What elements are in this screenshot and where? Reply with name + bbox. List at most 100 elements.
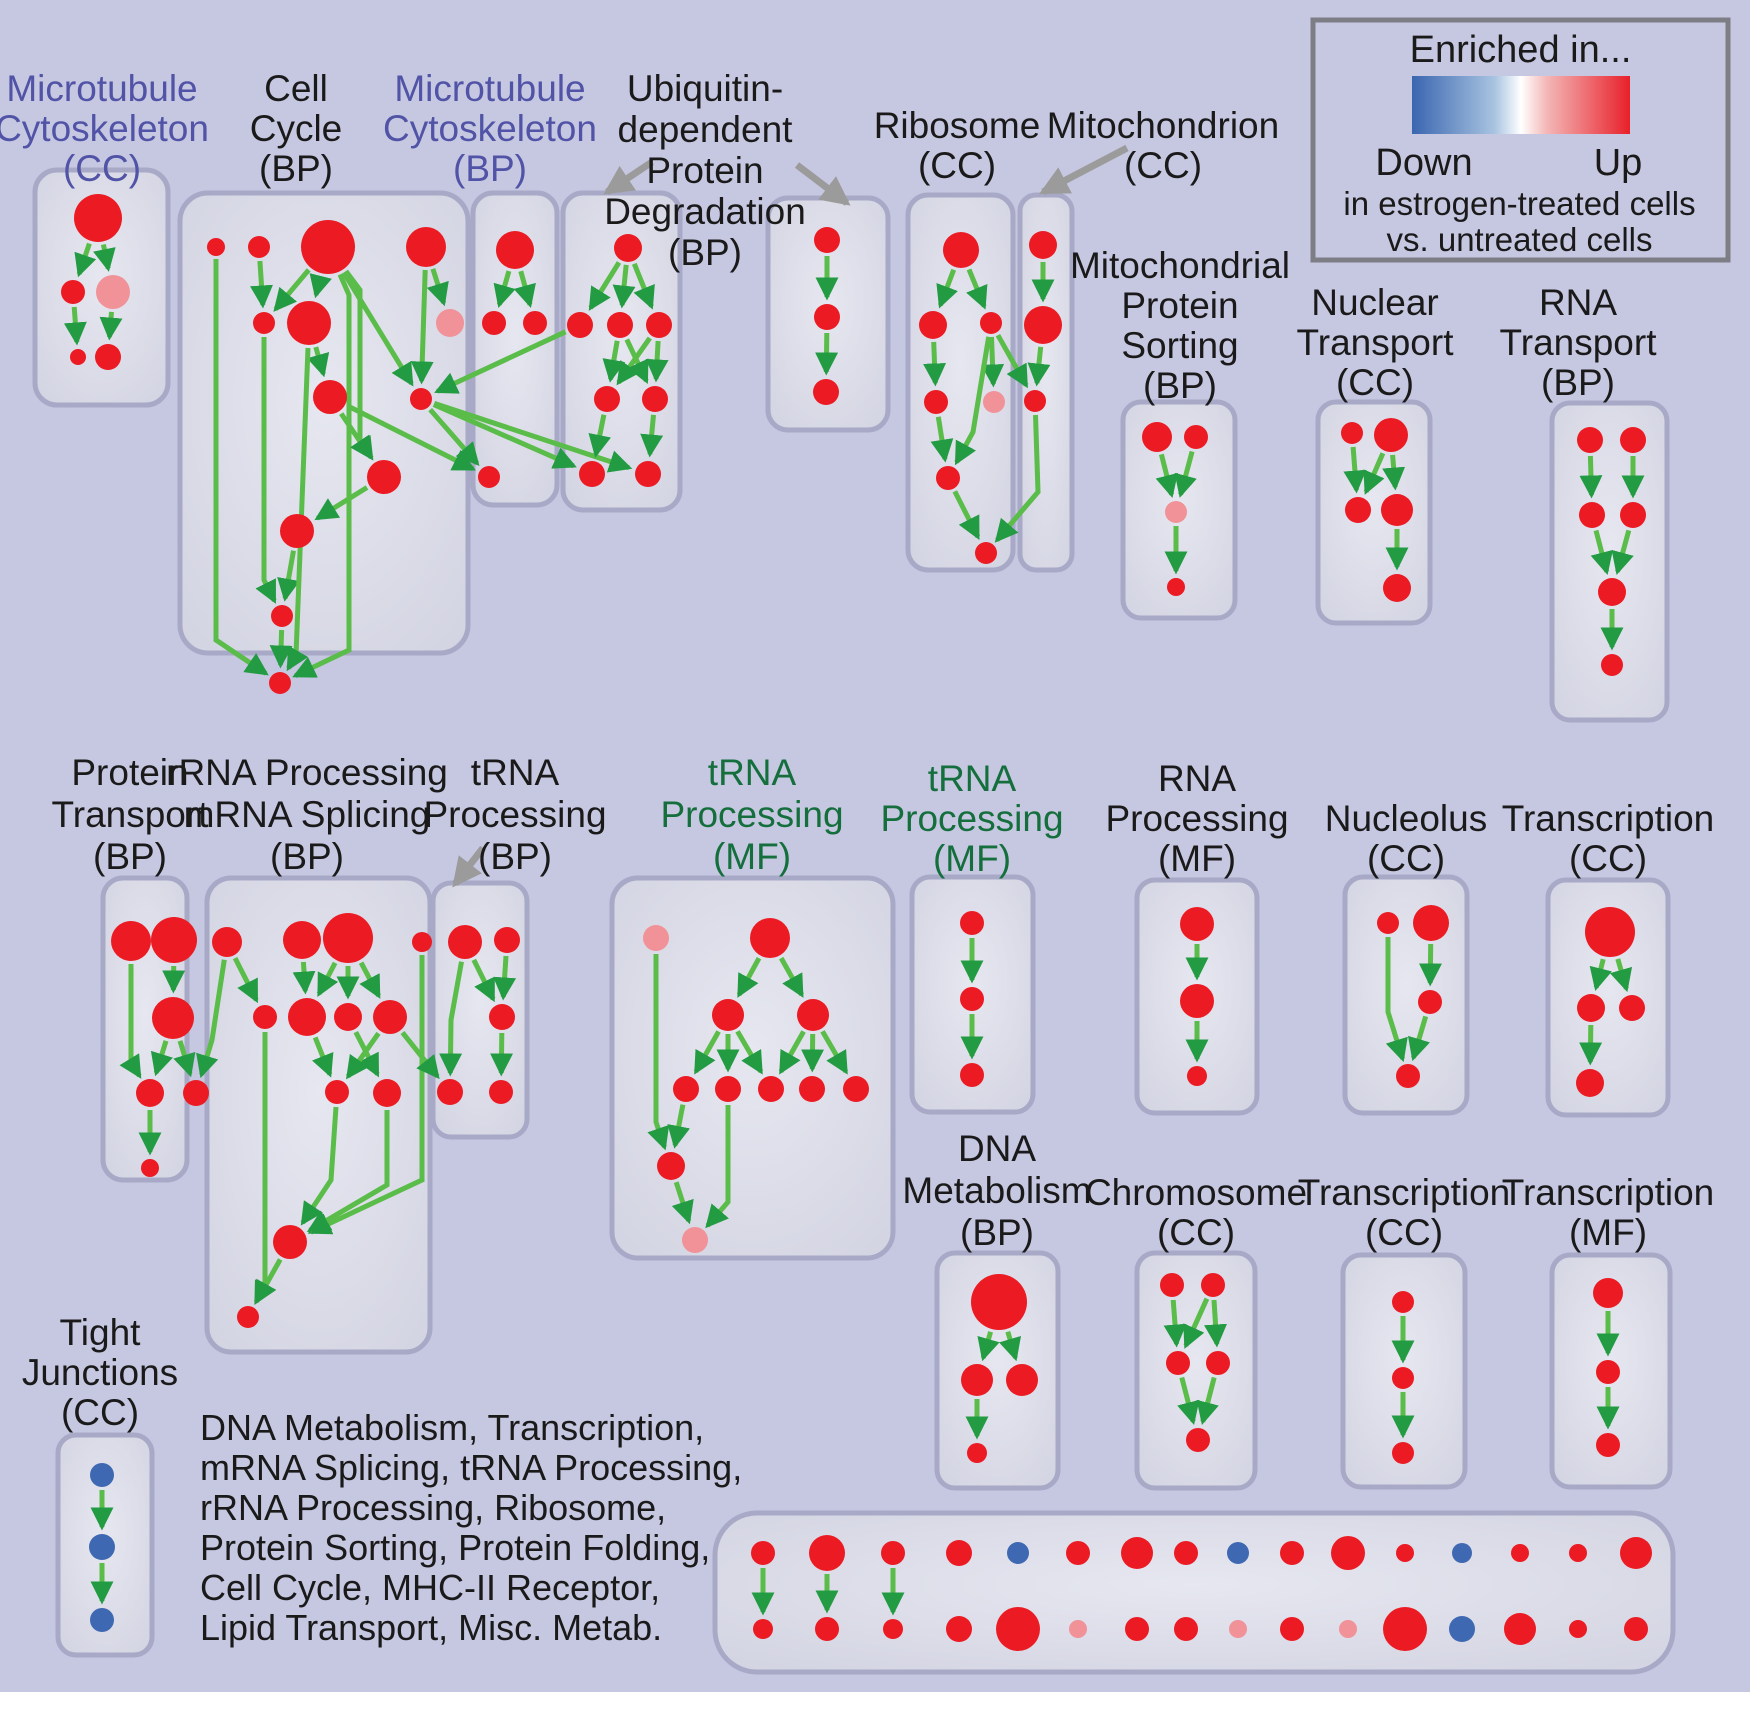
node-bt13 xyxy=(1452,1543,1472,1563)
node-bb12 xyxy=(1383,1607,1427,1651)
node-s2 xyxy=(1184,425,1208,449)
edge-arrow-rt4-rt5 xyxy=(1611,529,1634,576)
node-bt1 xyxy=(751,1541,775,1565)
group-label-16: Nucleolus(CC) xyxy=(1325,798,1487,879)
node-rb3 xyxy=(980,312,1002,334)
node-z2 xyxy=(1596,1360,1620,1384)
node-p1 xyxy=(111,921,151,961)
group-label-line: Processing xyxy=(660,794,843,835)
node-t1 xyxy=(448,925,482,959)
edge-arrow-r3-r8 xyxy=(358,961,381,999)
node-n3 xyxy=(960,1063,984,1087)
edge-arrow-ch1-ch3 xyxy=(1163,1299,1187,1348)
node-ch1 xyxy=(1160,1273,1184,1297)
node-ccp xyxy=(436,309,464,337)
group-label-line: (MF) xyxy=(1158,838,1236,879)
node-mt2 xyxy=(1024,306,1062,344)
group-label-line: Processing xyxy=(880,798,1063,839)
node-ub8 xyxy=(635,461,661,487)
node-r12 xyxy=(237,1306,259,1328)
legend-subtitle-1: in estrogen-treated cells xyxy=(1343,185,1695,222)
node-v4 xyxy=(1576,1069,1604,1097)
group-label-line: Transport xyxy=(52,794,210,835)
node-bb5 xyxy=(996,1607,1040,1651)
edge-arrow-t3-t5 xyxy=(490,1032,514,1077)
node-nt4 xyxy=(1381,494,1413,526)
edge-arrow-r8-r9 xyxy=(345,1031,381,1080)
edge-arrow-mt3-rb7 xyxy=(994,414,1041,543)
edge-arrow-p3-p4 xyxy=(150,1040,173,1077)
node-n2 xyxy=(960,987,984,1011)
edge-arrow-uc2-uc3 xyxy=(815,332,839,376)
edge-arrow-cc10-cc11 xyxy=(277,550,300,602)
legend-box xyxy=(1310,17,1731,263)
edge-arrow-m1-m10 xyxy=(647,954,670,1151)
edge-arrow-cc3-cc6 xyxy=(309,273,332,299)
edge-arrow-r8-t4 xyxy=(400,1031,440,1080)
group-label-line: (CC) xyxy=(1569,838,1647,879)
edge-arrow-mc1-mcp xyxy=(93,244,116,272)
group-box-mixed-terms xyxy=(712,1510,1676,1675)
group-label-line: RNA xyxy=(1158,758,1236,799)
edge-arrow-cc3-cc12 xyxy=(292,273,352,678)
node-nt1 xyxy=(1341,422,1363,444)
node-q2 xyxy=(1180,984,1214,1018)
group-label-line: Protein xyxy=(71,752,188,793)
node-z1 xyxy=(1593,1278,1623,1308)
node-r7 xyxy=(334,1003,362,1031)
legend-colorbar xyxy=(1412,76,1630,134)
node-uc1 xyxy=(814,227,840,253)
edge-arrow-ub5-ub7 xyxy=(588,414,612,458)
edge-arrow-rt3-rt5 xyxy=(1590,529,1613,576)
group-label-line: Nuclear xyxy=(1311,282,1439,323)
edge-arrow-nt2-nt4 xyxy=(1382,454,1406,491)
group-label-line: Microtubule xyxy=(394,68,585,109)
node-r5 xyxy=(253,1005,277,1029)
node-mb3 xyxy=(523,311,547,335)
edge-arrow-cc7-cc9 xyxy=(339,412,373,460)
edge-arrow-cc8-ub7 xyxy=(432,402,577,469)
edge-arrow-r10-r11 xyxy=(306,1110,390,1233)
node-n1 xyxy=(960,911,984,935)
node-nt2 xyxy=(1374,418,1408,452)
group-label-line: Mitochondrial xyxy=(1070,245,1290,286)
edge-arrow-u1-u4 xyxy=(1385,937,1408,1063)
edge-arrow-ub1-ub4 xyxy=(631,262,655,310)
node-ch4 xyxy=(1206,1351,1230,1375)
label-pointer-arrow-2 xyxy=(794,162,851,206)
edge-arrow-r1-r5 xyxy=(232,956,259,1004)
group-label-line: Degradation xyxy=(604,191,806,232)
node-w1 xyxy=(971,1274,1027,1330)
node-r6 xyxy=(288,998,326,1036)
edge-arrow-cc3-cc5 xyxy=(273,268,311,312)
mixed-terms-note-line: Lipid Transport, Misc. Metab. xyxy=(200,1607,662,1648)
group-label-line: tRNA xyxy=(928,758,1017,799)
node-bb4 xyxy=(946,1616,972,1642)
edge-arrow-cc6-cc7 xyxy=(307,346,330,378)
group-label-line: (BP) xyxy=(668,232,742,273)
node-bb9 xyxy=(1229,1620,1247,1638)
node-m6 xyxy=(715,1076,741,1102)
node-rb4 xyxy=(924,390,948,414)
group-label-line: tRNA xyxy=(708,752,797,793)
node-m7 xyxy=(758,1076,784,1102)
edge-arrow-mb1-mb3 xyxy=(513,270,536,309)
node-rt2 xyxy=(1620,427,1646,453)
group-label-line: (BP) xyxy=(1143,365,1217,406)
mixed-terms-note-line: mRNA Splicing, tRNA Processing, xyxy=(200,1447,742,1488)
node-uc3 xyxy=(813,379,839,405)
node-u3 xyxy=(1418,990,1442,1014)
group-label-line: Protein xyxy=(646,150,763,191)
node-rt4 xyxy=(1620,502,1646,528)
group-label-line: (MF) xyxy=(933,838,1011,879)
node-bt3 xyxy=(881,1541,905,1565)
node-u2 xyxy=(1413,905,1449,941)
edge-arrow-mc2-mc3 xyxy=(63,306,87,346)
group-label-6: Mitochondrion(CC) xyxy=(1047,105,1279,186)
node-bt5 xyxy=(1007,1542,1029,1564)
edge-arrow-rb3-mt3 xyxy=(995,333,1029,389)
